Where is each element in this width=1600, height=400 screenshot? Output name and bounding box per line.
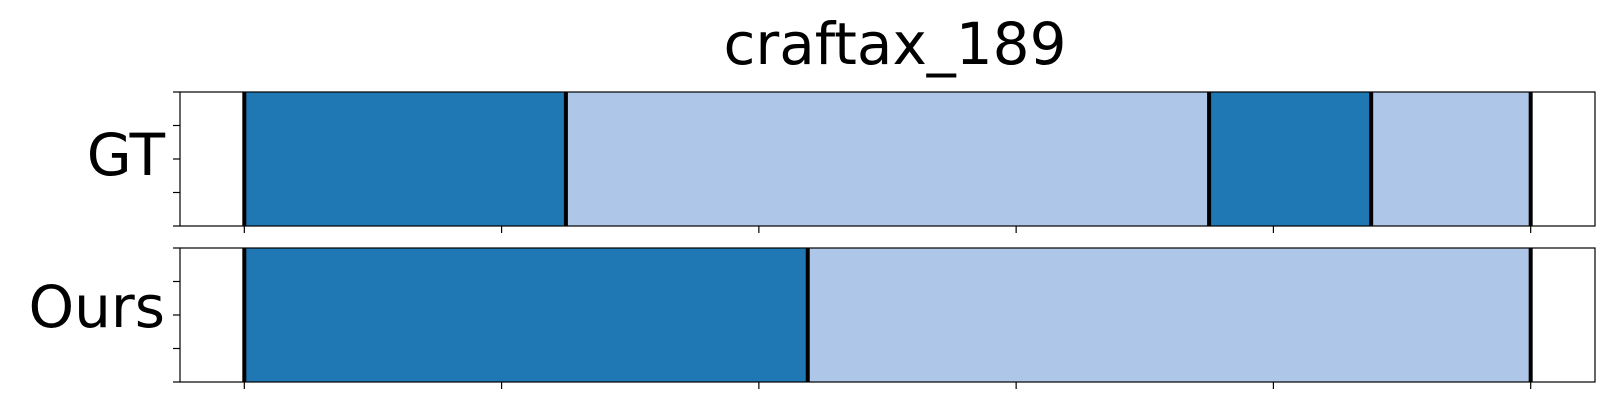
segment-gt-3 xyxy=(1371,92,1531,226)
segment-ours-1 xyxy=(807,248,1531,382)
segment-gt-0 xyxy=(244,92,566,226)
segment-gt-1 xyxy=(565,92,1210,226)
segment-ours-0 xyxy=(244,248,808,382)
row-label-ours: Ours xyxy=(28,273,165,341)
chart-title: craftax_189 xyxy=(723,10,1067,78)
segment-gt-2 xyxy=(1209,92,1372,226)
row-label-gt: GT xyxy=(86,121,165,189)
